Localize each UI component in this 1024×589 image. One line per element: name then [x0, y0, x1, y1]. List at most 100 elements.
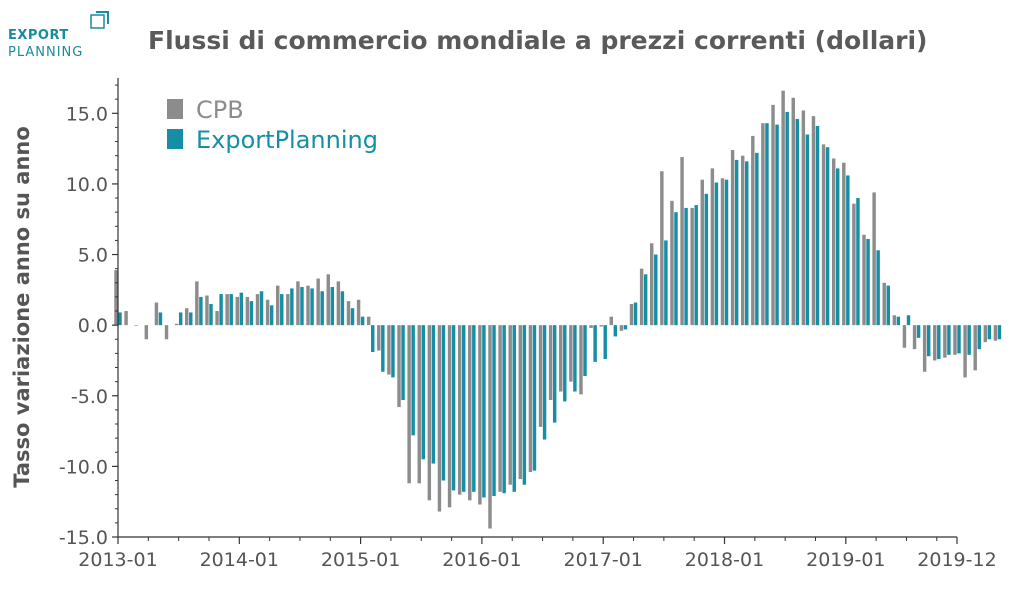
bar-exportplanning-6 [178, 312, 183, 326]
y-tick-label: 10.0 [66, 174, 108, 196]
bar-exportplanning-79 [916, 325, 921, 338]
bar-exportplanning-32 [441, 325, 446, 481]
bar-exportplanning-20 [320, 291, 324, 326]
bar-exportplanning-40 [522, 325, 527, 485]
bar-exportplanning-60 [724, 179, 729, 326]
bar-cpb-63 [751, 135, 755, 326]
bar-cpb-69 [811, 116, 816, 326]
y-axis-label: Tasso variazione anno su anno [10, 126, 34, 488]
bar-cpb-65 [771, 104, 775, 326]
bar-cpb-28 [397, 325, 401, 408]
bar-cpb-82 [943, 325, 947, 358]
bar-cpb-34 [457, 325, 462, 495]
bar-cpb-56 [680, 157, 684, 326]
bar-cpb-73 [852, 203, 856, 326]
bar-cpb-81 [933, 325, 937, 361]
bar-cpb-8 [195, 281, 199, 326]
legend: CPB ExportPlanning [167, 96, 378, 154]
bar-cpb-26 [377, 325, 381, 351]
bar-exportplanning-67 [795, 118, 800, 326]
bar-cpb-60 [720, 178, 725, 326]
legend-swatch-cpb [167, 99, 183, 119]
x-tick-label: 2013-01 [78, 549, 157, 571]
logo-square-icon [90, 11, 109, 29]
bar-exportplanning-26 [381, 325, 385, 372]
bar-cpb-51 [629, 303, 634, 326]
bar-exportplanning-39 [512, 325, 516, 492]
bar-exportplanning-4 [158, 312, 163, 326]
bar-cpb-40 [518, 325, 523, 480]
bar-cpb-74 [862, 234, 866, 326]
bar-exportplanning-87 [997, 325, 1002, 340]
bar-cpb-46 [579, 325, 583, 395]
bar-cpb-17 [286, 294, 290, 326]
bar-exportplanning-76 [886, 285, 890, 326]
y-tick-label: -10.0 [59, 456, 108, 478]
bar-cpb-11 [225, 294, 229, 326]
bar-exportplanning-0 [118, 312, 122, 326]
bar-exportplanning-45 [573, 325, 577, 392]
bar-cpb-85 [973, 325, 977, 371]
bar-cpb-3 [144, 325, 149, 340]
bar-cpb-49 [609, 316, 614, 326]
bar-exportplanning-27 [391, 325, 395, 378]
bar-cpb-64 [761, 123, 765, 326]
x-tick-label: 2016-01 [442, 549, 521, 571]
bar-exportplanning-23 [350, 308, 355, 326]
y-tick-label: -15.0 [59, 527, 108, 549]
bar-exportplanning-56 [684, 207, 688, 326]
axes-group: -15.0 -10.0 -5.0 0.0 5.0 10.0 15.0 2013-01 2014-… [59, 78, 997, 571]
bar-exportplanning-65 [775, 124, 779, 326]
bar-exportplanning-49 [613, 325, 618, 337]
bar-exportplanning-10 [219, 294, 223, 326]
bar-cpb-27 [387, 325, 391, 375]
bar-exportplanning-55 [674, 212, 678, 326]
bar-cpb-79 [912, 325, 917, 350]
bar-cpb-50 [619, 325, 624, 331]
bar-exportplanning-11 [229, 294, 233, 326]
bar-cpb-10 [215, 311, 219, 326]
bar-cpb-14 [255, 294, 260, 326]
bar-cpb-21 [326, 274, 330, 326]
bar-cpb-68 [801, 110, 806, 326]
bar-cpb-77 [892, 315, 897, 326]
bar-exportplanning-70 [825, 147, 830, 326]
bar-exportplanning-74 [866, 239, 870, 326]
bar-exportplanning-66 [785, 111, 789, 326]
bar-exportplanning-83 [957, 325, 961, 354]
bar-exportplanning-35 [472, 325, 476, 492]
bar-cpb-55 [670, 200, 674, 326]
bar-cpb-20 [316, 278, 320, 326]
bar-exportplanning-51 [633, 302, 638, 326]
bar-exportplanning-46 [583, 325, 587, 376]
bar-cpb-71 [831, 158, 836, 326]
bar-cpb-47 [589, 325, 593, 328]
bar-exportplanning-78 [906, 315, 911, 326]
exportplanning-logo: EXPORT PLANNING [8, 10, 109, 62]
legend-swatch-exportplanning [167, 129, 183, 149]
bar-cpb-78 [902, 325, 907, 348]
bar-exportplanning-18 [300, 287, 304, 326]
bar-cpb-42 [538, 325, 543, 427]
bar-exportplanning-48 [603, 325, 607, 360]
bar-exportplanning-8 [199, 296, 203, 326]
bar-cpb-37 [488, 325, 492, 529]
bar-exportplanning-22 [340, 291, 345, 326]
bar-exportplanning-81 [937, 325, 941, 360]
logo-text-export: EXPORT [8, 28, 69, 43]
bar-cpb-57 [690, 207, 694, 326]
bar-exportplanning-25 [371, 325, 375, 352]
y-tick-label: -5.0 [71, 386, 108, 408]
bar-exportplanning-85 [977, 325, 981, 350]
bar-cpb-62 [740, 155, 745, 326]
bar-exportplanning-14 [259, 291, 264, 326]
bar-exportplanning-36 [482, 325, 486, 498]
bar-cpb-45 [569, 325, 573, 382]
bar-cpb-53 [650, 243, 654, 326]
bar-cpb-6 [174, 323, 179, 326]
bar-cpb-23 [346, 301, 351, 326]
y-tick-label: 5.0 [78, 245, 108, 267]
y-tick-label: 15.0 [66, 103, 108, 125]
legend-label-exportplanning: ExportPlanning [196, 126, 378, 154]
